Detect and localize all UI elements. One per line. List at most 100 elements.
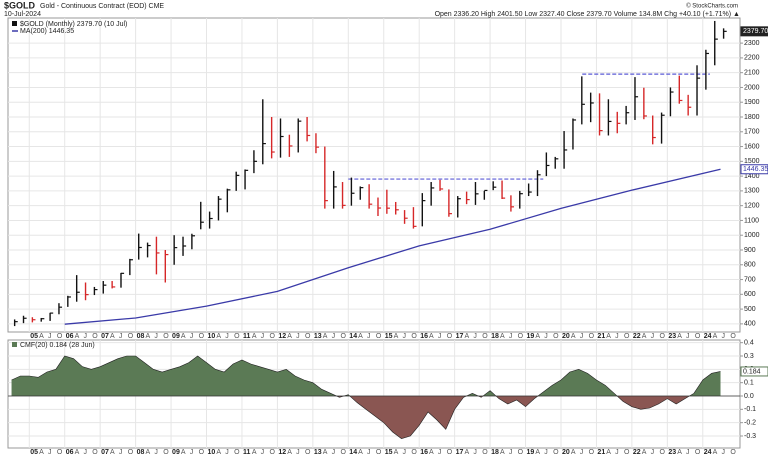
x-month-label: A: [465, 333, 470, 340]
x-month-label: O: [234, 333, 240, 340]
x-month-label: J: [615, 449, 619, 456]
x-month-label: J: [686, 333, 690, 340]
x-tick-label: 23: [668, 333, 676, 340]
x-month-label: O: [553, 449, 559, 456]
y-tick-label: 1600: [744, 143, 760, 150]
x-month-label: O: [589, 449, 595, 456]
x-month-label: A: [287, 333, 292, 340]
x-month-label: O: [57, 449, 63, 456]
y-tick-label: -0.2: [744, 420, 756, 427]
x-tick-label: 08: [137, 449, 145, 456]
x-month-label: J: [332, 449, 336, 456]
y-tick-label: 1500: [744, 158, 760, 165]
y-tick-label: 2100: [744, 70, 760, 77]
x-tick-label: 09: [172, 449, 180, 456]
x-month-label: A: [429, 449, 434, 456]
quote: Open 2336.20 High 2401.50 Low 2327.40 Cl…: [435, 11, 740, 18]
x-month-label: A: [571, 333, 576, 340]
x-month-label: J: [438, 449, 442, 456]
x-month-label: O: [270, 449, 276, 456]
x-month-label: J: [544, 333, 548, 340]
y-tick-label: 2300: [744, 40, 760, 47]
x-month-label: J: [651, 333, 655, 340]
x-month-label: O: [163, 449, 169, 456]
cmf-area-positive: [11, 356, 721, 396]
x-month-label: O: [411, 449, 417, 456]
y-tick-label: 400: [744, 321, 756, 328]
legend-swatch: [12, 21, 17, 26]
x-tick-label: 19: [527, 449, 535, 456]
x-month-label: O: [518, 449, 524, 456]
x-tick-label: 12: [278, 449, 286, 456]
x-month-label: A: [358, 449, 363, 456]
x-tick-label: 18: [491, 333, 499, 340]
y-tick-label: 2000: [744, 84, 760, 91]
value-box-label: 2379.70: [743, 28, 768, 35]
x-tick-label: 19: [527, 333, 535, 340]
y-tick-label: 500: [744, 306, 756, 313]
x-month-label: A: [500, 449, 505, 456]
x-tick-label: 23: [668, 449, 676, 456]
x-month-label: J: [367, 333, 371, 340]
x-month-label: J: [509, 333, 513, 340]
cmf-line: [11, 355, 721, 439]
x-month-label: J: [651, 449, 655, 456]
legend-ma: MA(200) 1446.35: [20, 28, 74, 35]
x-month-label: O: [589, 333, 595, 340]
x-month-label: A: [429, 333, 434, 340]
x-month-label: O: [624, 449, 630, 456]
x-month-label: A: [642, 449, 647, 456]
x-month-label: O: [624, 333, 630, 340]
y-tick-label: 1700: [744, 129, 760, 136]
y-tick-label: 2200: [744, 55, 760, 62]
x-tick-label: 06: [66, 449, 74, 456]
x-month-label: J: [332, 333, 336, 340]
y-tick-label: 1300: [744, 188, 760, 195]
x-month-label: A: [110, 333, 115, 340]
x-month-label: J: [48, 449, 52, 456]
y-tick-label: 1400: [744, 173, 760, 180]
x-month-label: J: [119, 449, 123, 456]
x-tick-label: 22: [633, 333, 641, 340]
x-month-label: A: [394, 449, 399, 456]
x-month-label: J: [48, 333, 52, 340]
x-month-label: A: [39, 333, 44, 340]
x-month-label: O: [518, 333, 524, 340]
x-month-label: O: [340, 449, 346, 456]
x-month-label: O: [92, 449, 98, 456]
x-month-label: A: [677, 333, 682, 340]
x-month-label: A: [606, 449, 611, 456]
value-box: [740, 164, 768, 175]
x-tick-label: 17: [456, 333, 464, 340]
x-tick-label: 15: [385, 333, 393, 340]
x-month-label: J: [83, 449, 87, 456]
x-tick-label: 21: [597, 449, 605, 456]
x-tick-label: 20: [562, 333, 570, 340]
x-month-label: A: [181, 333, 186, 340]
x-month-label: O: [305, 333, 311, 340]
legend-cmf-swatch: [12, 342, 17, 347]
x-tick-label: 24: [704, 449, 712, 456]
x-month-label: O: [695, 449, 701, 456]
x-month-label: A: [642, 333, 647, 340]
x-month-label: O: [659, 333, 665, 340]
x-month-label: A: [145, 449, 150, 456]
x-month-label: A: [252, 333, 257, 340]
y-tick-label: -0.3: [744, 433, 756, 440]
chart-title: $GOLD: [4, 0, 36, 10]
x-month-label: A: [500, 333, 505, 340]
y-tick-label: 0.4: [744, 340, 754, 347]
x-month-label: J: [722, 333, 726, 340]
x-month-label: O: [447, 449, 453, 456]
x-month-label: O: [482, 449, 488, 456]
x-tick-label: 14: [349, 333, 357, 340]
x-tick-label: 11: [243, 333, 251, 340]
date: 10-Jul-2024: [4, 11, 41, 18]
x-month-label: J: [580, 333, 584, 340]
x-month-label: O: [695, 333, 701, 340]
y-tick-label: 1100: [744, 217, 759, 224]
x-month-label: O: [447, 333, 453, 340]
x-tick-label: 05: [30, 449, 38, 456]
x-month-label: A: [606, 333, 611, 340]
